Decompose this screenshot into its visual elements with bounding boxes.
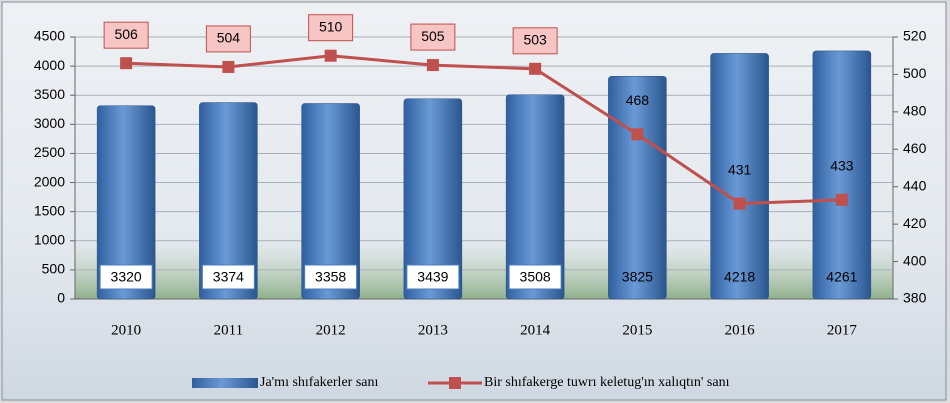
line-marker bbox=[222, 60, 235, 73]
data-label: 431 bbox=[728, 161, 752, 177]
x-tick-label: 2014 bbox=[520, 322, 551, 338]
legend-label: Ja'mı shıfakerler sanı bbox=[260, 375, 378, 390]
bar bbox=[812, 50, 872, 300]
y-tick-label: 500 bbox=[42, 261, 66, 277]
bar bbox=[301, 103, 360, 300]
legend-swatch bbox=[192, 378, 258, 388]
y-tick-label: 0 bbox=[57, 290, 65, 306]
y-tick-label: 1000 bbox=[34, 231, 65, 247]
data-label: 3320 bbox=[111, 269, 142, 285]
bar bbox=[608, 76, 667, 300]
bar bbox=[96, 105, 156, 300]
legend-label: Bir shıfakerge tuwrı keletug'ın xalıqtın… bbox=[484, 375, 730, 390]
data-label-box bbox=[406, 264, 460, 290]
line-marker bbox=[120, 57, 133, 70]
data-label: 4261 bbox=[826, 269, 857, 285]
y2-tick-label: 420 bbox=[903, 215, 927, 231]
line-marker bbox=[426, 59, 439, 72]
line-marker bbox=[733, 197, 746, 210]
y2-tick-label: 480 bbox=[903, 103, 927, 119]
y-tick-label: 4500 bbox=[34, 28, 65, 44]
data-label-box bbox=[304, 264, 358, 290]
data-label-box bbox=[410, 23, 456, 51]
line bbox=[126, 54, 842, 206]
data-label-box bbox=[103, 21, 149, 49]
data-label: 510 bbox=[319, 18, 343, 34]
data-label: 3358 bbox=[315, 269, 346, 285]
legend-swatch bbox=[449, 377, 461, 389]
x-tick-label: 2017 bbox=[827, 322, 858, 338]
y2-tick-label: 520 bbox=[903, 28, 927, 44]
data-label: 3439 bbox=[417, 269, 448, 285]
y2-tick-label: 440 bbox=[903, 177, 927, 193]
x-tick-label: 2012 bbox=[316, 322, 346, 338]
line-marker bbox=[631, 128, 644, 141]
bar bbox=[710, 53, 769, 300]
data-label: 4218 bbox=[724, 269, 755, 285]
line-marker bbox=[835, 193, 848, 206]
data-label: 506 bbox=[114, 26, 138, 42]
data-label-box bbox=[512, 27, 558, 55]
x-tick-label: 2013 bbox=[418, 322, 448, 338]
y-tick-label: 3000 bbox=[34, 115, 65, 131]
y-tick-label: 2500 bbox=[34, 144, 65, 160]
x-tick-label: 2016 bbox=[725, 322, 756, 338]
x-tick-label: 2015 bbox=[622, 322, 652, 338]
bar bbox=[199, 102, 258, 300]
bar bbox=[505, 94, 565, 300]
y-tick-label: 4000 bbox=[34, 57, 65, 73]
data-label: 468 bbox=[626, 92, 650, 108]
data-label: 504 bbox=[217, 30, 241, 46]
data-label-box bbox=[308, 14, 354, 42]
data-label-box bbox=[99, 264, 153, 290]
y-tick-label: 3500 bbox=[34, 86, 65, 102]
y-tick-label: 1500 bbox=[34, 202, 65, 218]
data-label: 3825 bbox=[622, 269, 653, 285]
data-label: 503 bbox=[523, 32, 547, 48]
data-label-box bbox=[508, 264, 562, 290]
data-label-box bbox=[205, 25, 251, 53]
data-label: 3508 bbox=[520, 269, 551, 285]
data-label: 505 bbox=[421, 28, 445, 44]
data-label-box bbox=[201, 264, 255, 290]
data-label: 3374 bbox=[213, 269, 244, 285]
y2-tick-label: 460 bbox=[903, 140, 927, 156]
y2-tick-label: 500 bbox=[903, 65, 927, 81]
line-marker bbox=[324, 49, 337, 62]
y2-tick-label: 400 bbox=[903, 252, 927, 268]
y-tick-label: 2000 bbox=[34, 173, 65, 189]
line-marker bbox=[529, 62, 542, 75]
data-label: 433 bbox=[830, 158, 854, 174]
x-tick-label: 2010 bbox=[111, 322, 141, 338]
x-tick-label: 2011 bbox=[214, 322, 243, 338]
y2-tick-label: 380 bbox=[903, 290, 927, 306]
bar bbox=[403, 98, 463, 300]
